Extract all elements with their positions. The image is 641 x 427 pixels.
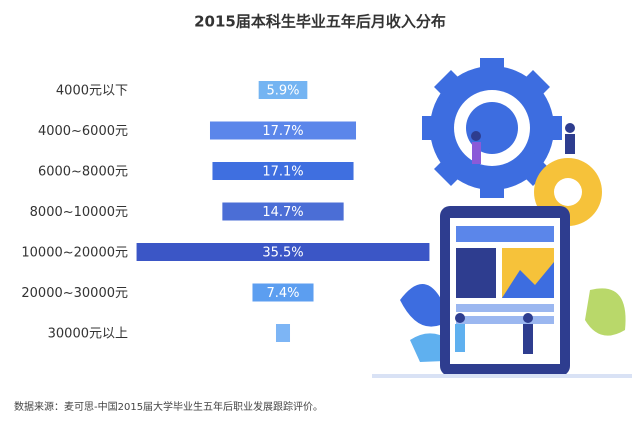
category-label: 10000~20000元 xyxy=(21,246,128,261)
chart-title: 2015届本科生毕业五年后月收入分布 xyxy=(194,13,446,31)
category-label: 4000~6000元 xyxy=(38,124,128,139)
value-label: 7.4% xyxy=(266,286,299,301)
bar xyxy=(209,121,357,140)
value-label: 35.5% xyxy=(262,246,303,261)
category-label: 4000元以下 xyxy=(56,84,128,99)
bar xyxy=(212,162,354,180)
source-note: 数据来源：麦可思-中国2015届大学毕业生五年后职业发展跟踪评价。 xyxy=(14,400,323,413)
bar xyxy=(222,202,344,221)
category-label: 20000~30000元 xyxy=(21,286,128,301)
value-label: 5.9% xyxy=(266,84,299,99)
bar xyxy=(252,283,314,302)
category-label: 8000~10000元 xyxy=(30,205,128,220)
category-label: 30000元以上 xyxy=(48,327,128,342)
bar xyxy=(275,324,291,342)
bar xyxy=(258,81,308,99)
bar xyxy=(136,243,430,261)
value-label: 1.7% xyxy=(237,327,270,342)
illustration xyxy=(372,58,632,378)
value-label: 14.7% xyxy=(262,205,303,220)
category-label: 6000~8000元 xyxy=(38,165,128,180)
value-label: 17.7% xyxy=(262,124,303,139)
value-label: 17.1% xyxy=(262,165,303,180)
